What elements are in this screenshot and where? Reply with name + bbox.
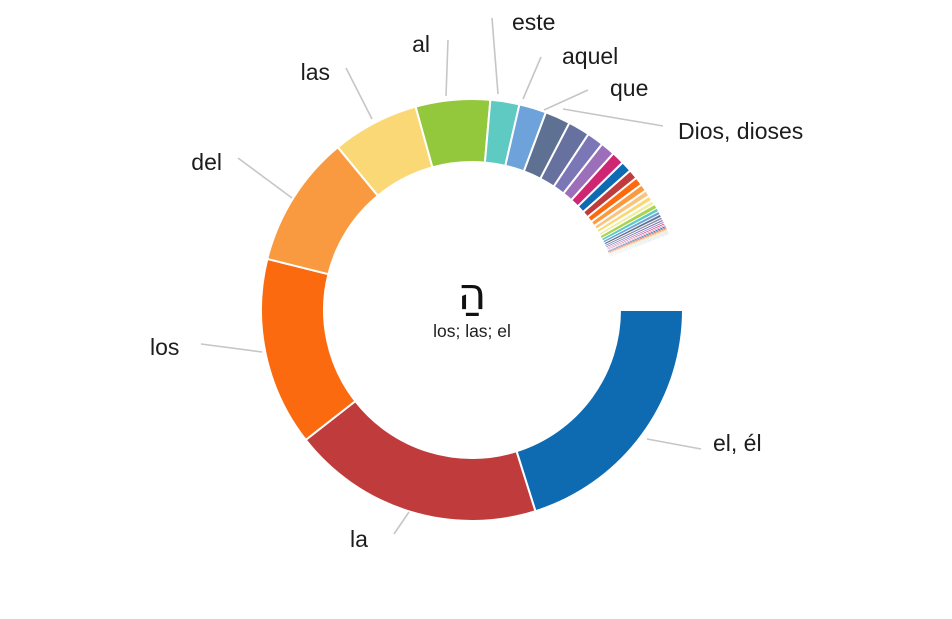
- callout-labels: el, él la los del las al este aquel que Dios, dio…: [150, 9, 803, 552]
- leader-line-el-él: [646, 438, 702, 450]
- segment-label-aquel: aquel: [562, 43, 618, 69]
- segment-label-las: las: [301, 59, 330, 85]
- leader-line-al: [445, 39, 449, 97]
- segment-label-dios-dioses: Dios, dioses: [678, 118, 803, 144]
- leader-line-las: [345, 67, 373, 120]
- segment-la[interactable]: [304, 399, 537, 522]
- leader-line-que: [543, 89, 589, 111]
- leader-line-aquel: [522, 56, 542, 100]
- segment-label-que: que: [610, 75, 648, 101]
- callout-leader-lines: [200, 17, 702, 535]
- segment-label-del: del: [191, 149, 222, 175]
- segment-los[interactable]: [260, 257, 357, 442]
- leader-line-del: [237, 157, 293, 199]
- segment-label-este: este: [512, 9, 555, 35]
- segment-label-los: los: [150, 334, 179, 360]
- leader-line-este: [491, 17, 499, 95]
- leader-line-dios-dioses: [562, 108, 664, 127]
- segment-tail-39[interactable]: [609, 233, 670, 258]
- segment-el-él[interactable]: [515, 309, 685, 513]
- ring-segments: [260, 98, 685, 522]
- center-hebrew-word: הַ: [458, 269, 487, 320]
- segment-label-la: la: [350, 526, 368, 552]
- leader-line-los: [200, 343, 263, 353]
- segment-label-el-él: el, él: [713, 430, 762, 456]
- center-gloss: los; las; el: [433, 321, 511, 341]
- leader-line-la: [393, 511, 410, 535]
- segment-label-al: al: [412, 31, 430, 57]
